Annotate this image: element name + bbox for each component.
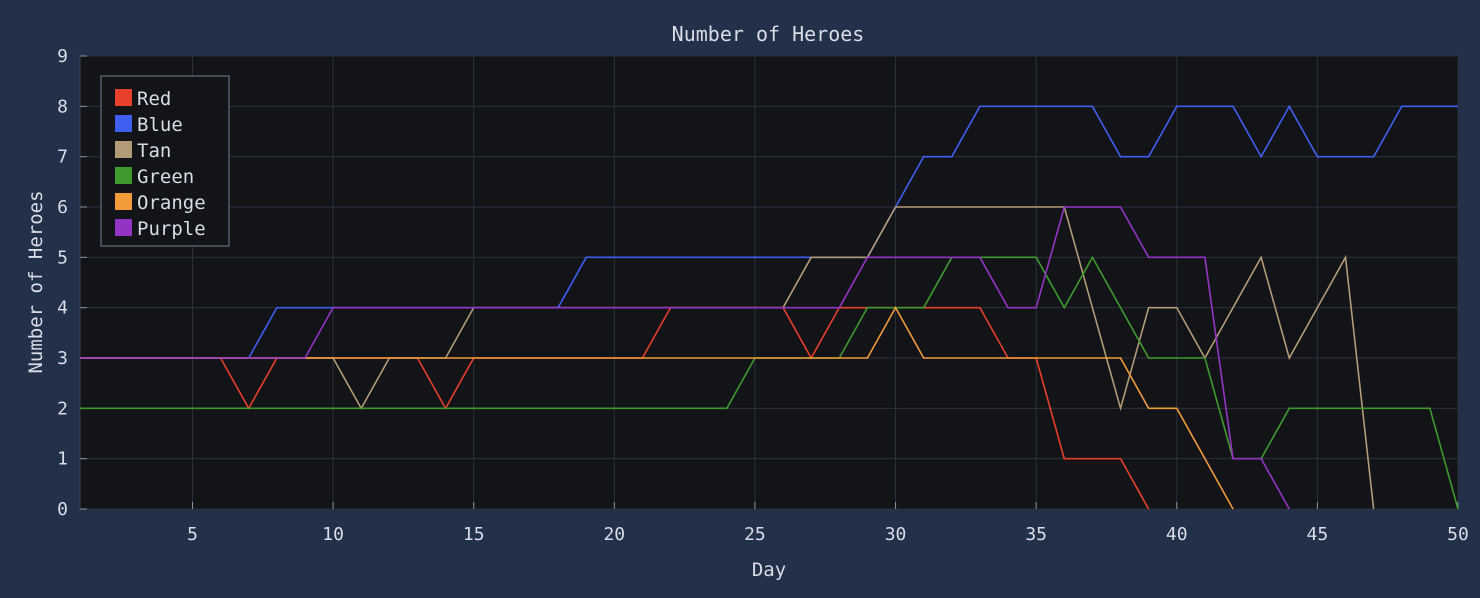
legend-label-green: Green: [137, 166, 194, 188]
x-tick-label: 25: [744, 524, 766, 545]
x-tick-label: 30: [885, 524, 907, 545]
chart-title: Number of Heroes: [672, 22, 865, 46]
y-axis-label: Number of Heroes: [25, 190, 47, 373]
x-tick-label: 45: [1307, 524, 1329, 545]
x-tick-label: 5: [187, 524, 198, 545]
x-tick-label: 50: [1447, 524, 1469, 545]
x-tick-label: 10: [322, 524, 344, 545]
y-tick-label: 7: [57, 147, 68, 168]
x-axis-label: Day: [752, 559, 786, 581]
legend: Red Blue Tan Green Orange Purple: [100, 75, 230, 247]
series-line-purple: [80, 206, 1290, 510]
plot-area: [79, 55, 1459, 510]
series-lines: [80, 104, 1459, 510]
y-tick-label: 9: [57, 46, 68, 67]
legend-label-tan: Tan: [137, 140, 171, 162]
y-tick-label: 2: [57, 398, 68, 419]
y-tick-label: 0: [57, 499, 68, 520]
y-tick-label: 6: [57, 197, 68, 218]
x-tick-label: 35: [1025, 524, 1047, 545]
legend-label-blue: Blue: [137, 114, 183, 136]
legend-swatch-tan: [115, 141, 132, 158]
y-tick-label: 8: [57, 96, 68, 117]
x-tick-label: 15: [463, 524, 485, 545]
legend-label-red: Red: [137, 88, 171, 110]
y-tick-label: 3: [57, 348, 68, 369]
legend-swatch-purple: [115, 219, 132, 236]
legend-swatch-blue: [115, 115, 132, 132]
legend-label-purple: Purple: [137, 218, 206, 240]
x-tick-label: 20: [603, 524, 625, 545]
y-tick-label: 5: [57, 247, 68, 268]
x-tick-label: 40: [1166, 524, 1188, 545]
y-tick-label: 4: [57, 298, 68, 319]
series-line-blue: [80, 104, 1458, 359]
y-tick-label: 1: [57, 449, 68, 470]
legend-swatch-red: [115, 89, 132, 106]
legend-label-orange: Orange: [137, 192, 206, 214]
legend-swatch-green: [115, 167, 132, 184]
legend-swatch-orange: [115, 193, 132, 210]
